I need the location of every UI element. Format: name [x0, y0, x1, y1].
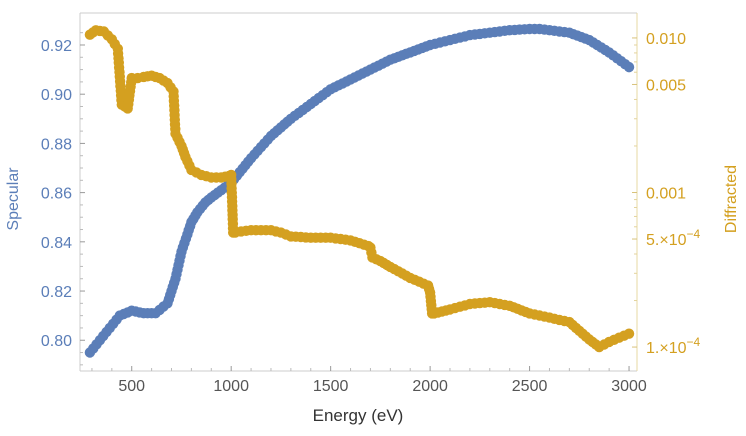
- right-tick-label: 0.010: [646, 31, 686, 48]
- x-tick-label: 1500: [313, 378, 349, 395]
- x-tick-label: 3000: [611, 378, 647, 395]
- right-tick-label: 5.×10−4: [646, 227, 700, 249]
- series-specular: [84, 23, 635, 358]
- left-tick-label: 0.86: [41, 186, 72, 203]
- right-axis-title: Diffracted: [723, 165, 740, 233]
- left-axis-title: Specular: [5, 167, 22, 231]
- x-axis-ticks: 500 1000 1500 2000 2500 3000: [91, 366, 647, 395]
- left-tick-label: 0.84: [41, 235, 72, 252]
- left-tick-label: 0.92: [41, 38, 72, 55]
- right-tick-label: 0.005: [646, 77, 686, 94]
- series-layer: [84, 23, 635, 358]
- left-tick-label: 0.88: [41, 136, 72, 153]
- left-tick-label: 0.80: [41, 333, 72, 350]
- left-tick-label: 0.82: [41, 284, 72, 301]
- right-tick-label: 1.×10−4: [646, 335, 700, 357]
- x-tick-label: 2000: [412, 378, 448, 395]
- right-tick-exponent: −4: [686, 227, 700, 241]
- data-point: [623, 328, 635, 339]
- data-point: [623, 61, 635, 73]
- right-axis-ticks: 0.010 0.005 0.001 5.×10−4 1.×10−4: [632, 31, 700, 357]
- right-tick-exponent: −4: [686, 335, 700, 349]
- left-tick-label: 0.90: [41, 87, 72, 104]
- x-tick-label: 500: [118, 378, 145, 395]
- series-diffracted: [84, 25, 635, 353]
- right-tick-label: 0.001: [646, 185, 686, 202]
- left-axis-ticks: 0.80 0.82 0.84 0.86 0.88 0.90 0.92: [41, 32, 85, 366]
- x-tick-label: 2500: [512, 378, 548, 395]
- x-axis-title: Energy (eV): [313, 406, 404, 425]
- x-tick-label: 1000: [213, 378, 249, 395]
